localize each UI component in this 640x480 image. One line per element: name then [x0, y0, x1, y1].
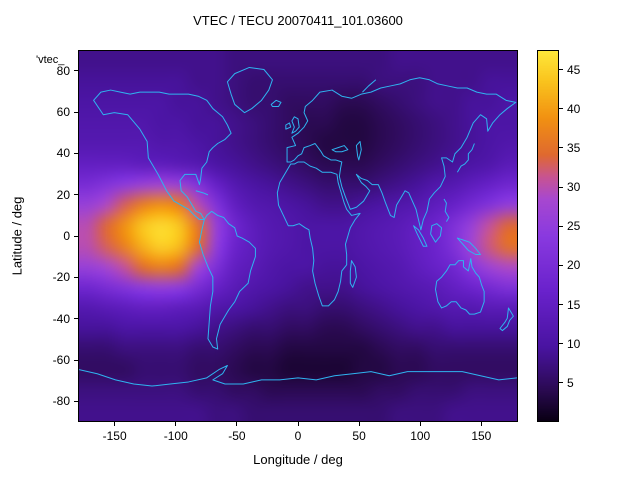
x-tick-label: -50: [228, 429, 246, 443]
y-tick: [74, 152, 78, 154]
x-tick-label: 100: [410, 429, 431, 443]
y-tick: [74, 400, 78, 402]
y-tick: [74, 318, 78, 320]
x-tick: [480, 422, 482, 426]
y-tick-label: -20: [52, 270, 70, 285]
coastline-antarctica: [79, 366, 517, 387]
coastline-borneo: [431, 224, 442, 243]
y-tick-label: 60: [56, 105, 70, 119]
coastline-africa: [277, 162, 360, 306]
colorbar-tick: [559, 264, 563, 266]
coastline-cuba: [196, 191, 208, 195]
coastline-iceland: [271, 100, 281, 106]
coastlines-overlay: [79, 51, 517, 421]
y-tick-label: -80: [52, 394, 70, 409]
key-label: 'vtec_: [36, 54, 65, 66]
x-tick-label: -150: [102, 429, 127, 443]
coastline-ireland: [286, 123, 291, 129]
colorbar-tick: [559, 69, 563, 71]
y-tick: [74, 194, 78, 196]
coastline-philippines: [444, 199, 449, 222]
tec-heatmap-canvas: [79, 51, 517, 421]
y-tick: [74, 235, 78, 237]
colorbar-tick-label: 30: [567, 180, 581, 195]
x-tick: [419, 422, 421, 426]
coastline-new-guinea: [457, 238, 480, 254]
coastline-australia: [435, 259, 484, 315]
colorbar-tick-label: 5: [567, 375, 574, 390]
colorbar: [537, 50, 559, 422]
y-tick-label: -60: [52, 353, 70, 367]
coastline-north-america: [94, 90, 231, 220]
coastline-black-sea: [332, 146, 348, 152]
colorbar-tick: [559, 304, 563, 306]
x-tick: [175, 422, 177, 426]
colorbar-tick: [559, 186, 563, 188]
colorbar-tick: [559, 343, 563, 345]
colorbar-tick: [559, 147, 563, 149]
coastline-new-zealand: [500, 308, 513, 331]
colorbar-tick-label: 25: [567, 219, 581, 234]
y-tick-label: 40: [56, 146, 70, 161]
coastline-japan: [457, 144, 474, 173]
x-tick: [358, 422, 360, 426]
x-tick-label: 150: [471, 429, 492, 443]
y-tick: [74, 111, 78, 113]
colorbar-tick: [559, 108, 563, 110]
x-tick-label: 0: [294, 429, 302, 443]
coastline-novaya-zemlya: [362, 80, 375, 92]
colorbar-tick: [559, 225, 563, 227]
plot-area: [78, 50, 518, 422]
y-tick: [74, 70, 78, 72]
x-tick: [236, 422, 238, 426]
coastline-madagascar: [350, 261, 356, 288]
y-tick-label: 0: [63, 229, 70, 243]
coastline-uk: [292, 117, 299, 133]
colorbar-tick-label: 10: [567, 336, 581, 351]
coastline-south-america: [199, 211, 255, 349]
y-tick: [74, 359, 78, 361]
colorbar-gradient-canvas: [538, 51, 558, 421]
colorbar-tick-label: 35: [567, 140, 581, 155]
y-axis-title: Latitude / deg: [9, 196, 25, 276]
chart-title: VTEC / TECU 20070411_101.03600: [193, 13, 403, 28]
y-tick-label: 80: [56, 63, 70, 78]
coastline-sumatra: [414, 226, 427, 247]
coastline-greenland: [227, 67, 272, 112]
x-tick-label: 50: [352, 429, 366, 443]
y-tick: [74, 276, 78, 278]
y-tick-label: -40: [52, 311, 70, 326]
colorbar-tick-label: 20: [567, 258, 581, 273]
x-axis-title: Longitude / deg: [253, 452, 343, 467]
coastline-caspian-sea: [356, 141, 361, 160]
x-tick: [297, 422, 299, 426]
x-tick: [114, 422, 116, 426]
y-tick-label: 20: [56, 187, 70, 202]
coastline-eurasia: [287, 78, 516, 230]
x-tick-label: -100: [163, 429, 188, 443]
colorbar-tick-label: 15: [567, 297, 581, 312]
colorbar-tick-label: 40: [567, 101, 581, 116]
colorbar-tick: [559, 382, 563, 384]
colorbar-tick-label: 45: [567, 62, 581, 77]
